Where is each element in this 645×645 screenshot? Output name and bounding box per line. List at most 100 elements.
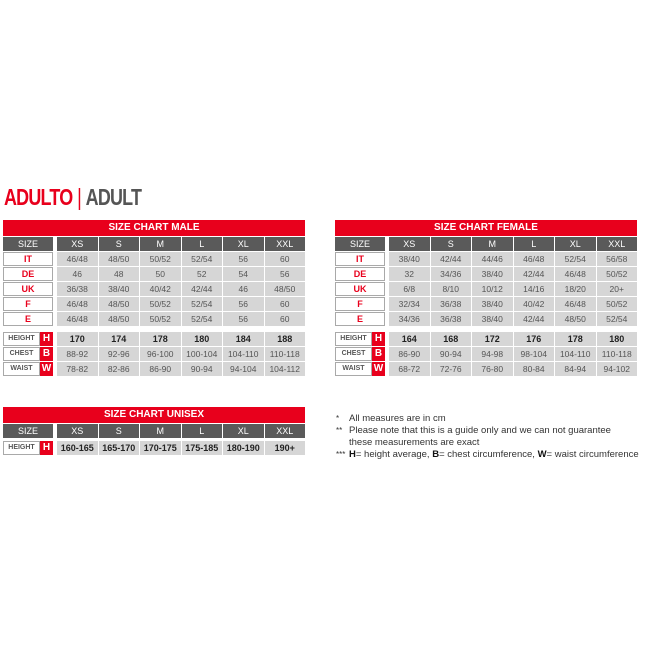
size-row: UK 6/8 8/10 10/12 14/16 18/20 20+: [335, 282, 637, 296]
table-cell: 40/42: [140, 282, 181, 296]
note-marker: ***: [336, 450, 346, 459]
table-cell: 190+: [264, 441, 305, 455]
measure-row: CHEST B 86-90 90-94 94-98 98-104 104-110 110-11…: [335, 347, 637, 361]
measure-letter: B: [372, 347, 385, 361]
table-cell: 184: [223, 332, 264, 346]
column-header: M: [140, 237, 181, 251]
measure-letter: H: [372, 332, 385, 346]
size-header: SIZE: [3, 424, 53, 438]
table-cell: 42/44: [430, 252, 471, 266]
measure-label: HEIGHT H: [335, 332, 385, 346]
table-cell: 48/50: [98, 312, 139, 326]
chart-title: SIZE CHART FEMALE: [335, 220, 637, 236]
measure-row: HEIGHT H 160-165 165-170 170-175 175-185 180-1…: [3, 441, 305, 455]
column-header: S: [98, 424, 139, 438]
table-cell: 52: [181, 267, 222, 281]
table-cell: 6/8: [389, 282, 430, 296]
size-system-label: DE: [3, 267, 53, 281]
table-cell: 68-72: [389, 362, 430, 376]
column-header: L: [513, 237, 554, 251]
table-cell: 104-112: [264, 362, 305, 376]
table-cell: 48: [98, 267, 139, 281]
table-cell: 94-98: [472, 347, 513, 361]
table-cell: 56/58: [596, 252, 637, 266]
note-text: All measures are in cm: [349, 413, 446, 424]
column-header: XL: [555, 237, 596, 251]
column-header: L: [181, 237, 222, 251]
table-cell: 180: [596, 332, 637, 346]
size-row: F 32/34 36/38 38/40 40/42 46/48 50/52: [335, 297, 637, 311]
size-row: DE 46 48 50 52 54 56: [3, 267, 305, 281]
column-header: XS: [57, 424, 98, 438]
table-cell: 175-185: [181, 441, 222, 455]
measure-row: WAIST W 78-82 82-86 86-90 90-94 94-104 104-112: [3, 362, 305, 376]
chart-title: SIZE CHART MALE: [3, 220, 305, 236]
note-text: Please note that this is a guide only an…: [349, 425, 611, 448]
table-cell: 82-86: [98, 362, 139, 376]
measure-label: CHEST B: [3, 347, 53, 361]
table-cell: 178: [555, 332, 596, 346]
size-system-label: UK: [3, 282, 53, 296]
table-cell: 172: [472, 332, 513, 346]
table-cell: 104-110: [555, 347, 596, 361]
table-cell: 38/40: [472, 267, 513, 281]
table-cell: 94-102: [596, 362, 637, 376]
table-cell: 80-84: [513, 362, 554, 376]
size-header: SIZE: [335, 237, 385, 251]
table-cell: 20+: [596, 282, 637, 296]
table-cell: 174: [98, 332, 139, 346]
column-header: XL: [223, 424, 264, 438]
table-cell: 54: [223, 267, 264, 281]
column-header: XS: [57, 237, 98, 251]
measure-label: HEIGHT H: [3, 441, 53, 455]
chart-title: SIZE CHART UNISEX: [3, 407, 305, 423]
column-header: M: [472, 237, 513, 251]
measure-name: HEIGHT: [335, 332, 372, 346]
size-header: SIZE: [3, 237, 53, 251]
size-row: IT 46/48 48/50 50/52 52/54 56 60: [3, 252, 305, 266]
table-cell: 110-118: [596, 347, 637, 361]
measure-label: CHEST B: [335, 347, 385, 361]
size-system-label: IT: [335, 252, 385, 266]
table-cell: 180-190: [223, 441, 264, 455]
size-row: E 46/48 48/50 50/52 52/54 56 60: [3, 312, 305, 326]
table-cell: 110-118: [264, 347, 305, 361]
table-cell: 32/34: [389, 297, 430, 311]
size-chart-unisex: SIZE CHART UNISEX SIZE XS S M L XL XXL HEIGHT H 16…: [3, 407, 305, 455]
measure-name: HEIGHT: [3, 332, 40, 346]
table-cell: 48/50: [98, 297, 139, 311]
note-item: ** Please note that this is a guide only …: [336, 425, 639, 449]
table-cell: 76-80: [472, 362, 513, 376]
table-cell: 46/48: [555, 267, 596, 281]
table-cell: 34/36: [430, 267, 471, 281]
table-cell: 14/16: [513, 282, 554, 296]
table-cell: 100-104: [181, 347, 222, 361]
table-cell: 56: [223, 312, 264, 326]
measure-label: WAIST W: [3, 362, 53, 376]
table-cell: 178: [140, 332, 181, 346]
note-text: H= height average, B= chest circumferenc…: [349, 449, 639, 461]
table-cell: 92-96: [98, 347, 139, 361]
header-row: SIZE XS S M L XL XXL: [335, 237, 637, 251]
measure-letter: W: [372, 362, 385, 376]
page-title: ADULTO | ADULT: [4, 184, 142, 211]
measure-letter: H: [40, 332, 53, 346]
table-cell: 72-76: [430, 362, 471, 376]
header-row: SIZE XS S M L XL XXL: [3, 424, 305, 438]
table-cell: 170: [57, 332, 98, 346]
note-marker: **: [336, 426, 343, 435]
measure-row: WAIST W 68-72 72-76 76-80 80-84 84-94 94-102: [335, 362, 637, 376]
size-system-label: IT: [3, 252, 53, 266]
table-cell: 38/40: [98, 282, 139, 296]
table-cell: 52/54: [555, 252, 596, 266]
measure-name: HEIGHT: [3, 441, 40, 455]
table-cell: 96-100: [140, 347, 181, 361]
measure-letter: H: [40, 441, 53, 455]
table-cell: 46/48: [57, 252, 98, 266]
column-header: XS: [389, 237, 430, 251]
table-cell: 164: [389, 332, 430, 346]
table-cell: 84-94: [555, 362, 596, 376]
size-system-label: DE: [335, 267, 385, 281]
table-cell: 46: [57, 267, 98, 281]
table-cell: 90-94: [181, 362, 222, 376]
